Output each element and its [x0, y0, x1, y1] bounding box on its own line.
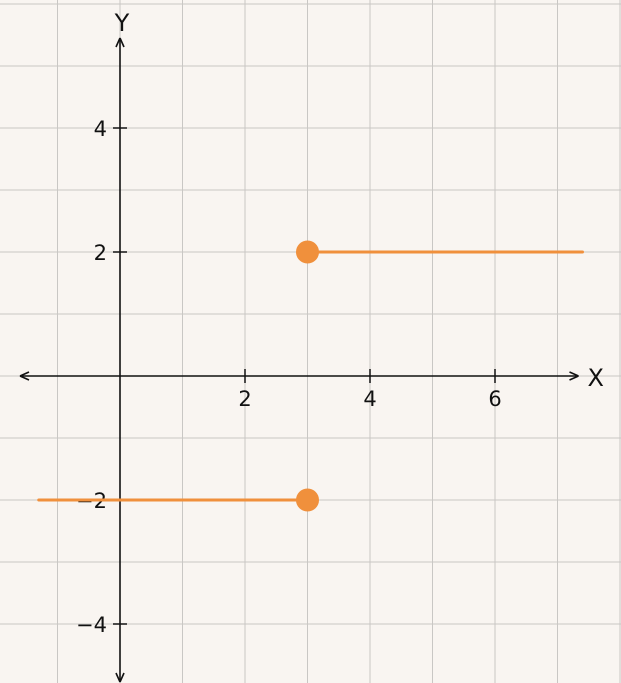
- y-tick-label: 4: [94, 117, 107, 141]
- x-tick-label: 6: [488, 387, 501, 411]
- y-axis-arrow-up: [115, 37, 125, 48]
- x-tick-label: 2: [238, 387, 251, 411]
- axes: [19, 37, 579, 683]
- data-series: [37, 240, 584, 512]
- x-tick-label: 4: [363, 387, 376, 411]
- x-axis-arrow-right: [569, 371, 579, 381]
- y-tick-label: −4: [76, 613, 107, 637]
- y-tick-label: 2: [94, 241, 107, 265]
- series-endpoint-1: [296, 240, 319, 264]
- axis-labels: XY: [114, 9, 604, 392]
- series-endpoint-2: [296, 488, 319, 512]
- x-axis-label: X: [588, 364, 604, 392]
- y-axis-label: Y: [114, 9, 130, 37]
- x-axis-arrow-left: [19, 371, 30, 381]
- y-axis-arrow-down: [115, 672, 125, 683]
